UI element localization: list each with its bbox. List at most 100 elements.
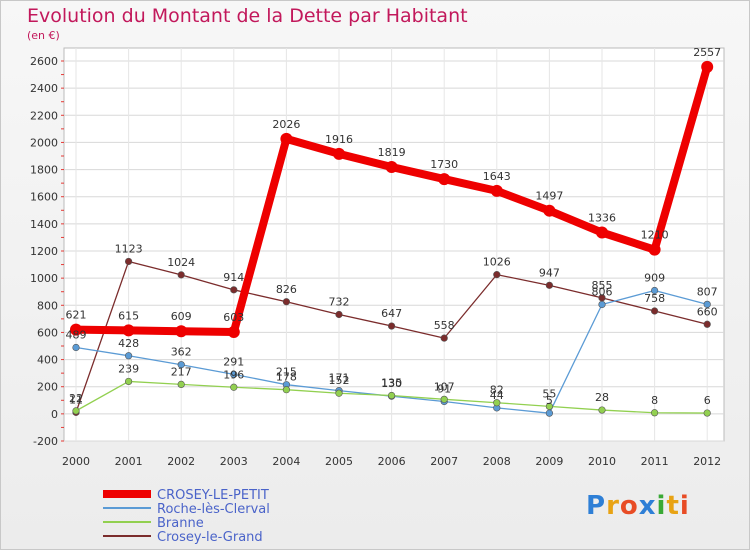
data-point bbox=[230, 370, 238, 378]
logo-letter: t bbox=[666, 491, 680, 521]
legend-label: Branne bbox=[157, 516, 204, 531]
y-tick-label: 0 bbox=[51, 408, 58, 421]
data-label: 82 bbox=[490, 384, 504, 397]
data-point bbox=[543, 204, 556, 217]
data-point bbox=[596, 226, 608, 239]
data-label: 732 bbox=[329, 296, 350, 309]
x-tick-label: 2004 bbox=[272, 455, 300, 468]
data-point bbox=[124, 377, 133, 386]
data-label: 8 bbox=[651, 394, 658, 407]
data-point bbox=[598, 406, 606, 414]
data-label: 11 bbox=[69, 393, 83, 406]
data-label: 107 bbox=[434, 380, 455, 393]
data-label: 489 bbox=[66, 328, 87, 341]
x-tick-label: 2005 bbox=[325, 455, 353, 468]
data-point bbox=[282, 386, 291, 394]
data-point bbox=[545, 281, 554, 289]
data-label: 807 bbox=[697, 285, 718, 298]
data-label: 914 bbox=[223, 271, 244, 284]
data-label: 217 bbox=[171, 365, 192, 378]
data-label: 196 bbox=[223, 368, 244, 381]
proxiti-logo: Proxiti bbox=[586, 491, 690, 521]
data-label: 28 bbox=[595, 391, 609, 404]
data-label: 171 bbox=[329, 372, 350, 385]
legend-label: Roche-lès-Clerval bbox=[157, 502, 270, 517]
data-point bbox=[650, 286, 659, 295]
y-tick-label: 1800 bbox=[30, 164, 58, 177]
data-label: 758 bbox=[644, 292, 665, 305]
data-label: 135 bbox=[381, 377, 402, 390]
data-point bbox=[440, 334, 448, 342]
data-label: 215 bbox=[276, 366, 297, 379]
x-tick-label: 2009 bbox=[535, 455, 563, 468]
y-tick-label: -200 bbox=[33, 435, 58, 448]
data-label: 855 bbox=[592, 279, 613, 292]
data-point bbox=[124, 257, 133, 266]
data-point bbox=[648, 243, 661, 256]
data-label: 130 bbox=[381, 377, 402, 390]
y-tick-label: 2600 bbox=[30, 55, 58, 68]
x-tick-label: 2000 bbox=[62, 455, 90, 468]
logo-letter: x bbox=[638, 491, 657, 521]
x-tick-label: 2002 bbox=[167, 455, 195, 468]
data-point bbox=[650, 307, 659, 315]
data-label: 1024 bbox=[167, 256, 195, 269]
data-label: 291 bbox=[223, 355, 244, 368]
data-point bbox=[122, 324, 135, 337]
data-point bbox=[177, 361, 185, 369]
data-label: 44 bbox=[490, 389, 504, 402]
data-label: 1819 bbox=[378, 146, 406, 159]
data-label: 178 bbox=[276, 371, 297, 384]
data-label: 647 bbox=[381, 307, 402, 320]
y-tick-label: 2000 bbox=[30, 136, 58, 149]
data-label: 947 bbox=[539, 266, 560, 279]
data-point bbox=[490, 184, 503, 197]
data-point bbox=[230, 383, 238, 391]
data-point bbox=[177, 380, 185, 389]
data-point bbox=[175, 325, 188, 338]
data-point bbox=[598, 300, 606, 309]
x-tick-label: 2012 bbox=[693, 455, 721, 468]
data-label: 826 bbox=[276, 283, 297, 296]
data-label: 1210 bbox=[641, 229, 669, 242]
chart-title: Evolution du Montant de la Dette par Hab… bbox=[27, 5, 468, 27]
y-tick-label: 200 bbox=[37, 381, 58, 394]
data-point bbox=[282, 298, 291, 306]
data-label: 615 bbox=[118, 309, 139, 322]
data-label: 152 bbox=[329, 374, 350, 387]
data-point bbox=[72, 407, 80, 415]
data-label: 660 bbox=[697, 305, 718, 318]
x-tick-label: 2010 bbox=[588, 455, 616, 468]
data-label: 609 bbox=[171, 310, 192, 323]
data-point bbox=[227, 326, 240, 339]
data-point bbox=[493, 271, 501, 279]
data-label: 621 bbox=[66, 309, 87, 322]
data-label: 362 bbox=[171, 346, 192, 359]
data-point bbox=[385, 160, 398, 173]
data-label: 1497 bbox=[535, 190, 563, 203]
data-point bbox=[388, 391, 396, 400]
x-tick-label: 2007 bbox=[430, 455, 458, 468]
data-point bbox=[493, 399, 501, 407]
data-label: 6 bbox=[704, 394, 711, 407]
y-tick-label: 400 bbox=[37, 354, 58, 367]
logo-letter: r bbox=[606, 491, 620, 521]
data-label: 909 bbox=[644, 271, 665, 284]
data-label: 91 bbox=[437, 383, 451, 396]
x-tick-label: 2008 bbox=[483, 455, 511, 468]
data-label: 1730 bbox=[430, 158, 458, 171]
data-label: 5 bbox=[546, 394, 553, 407]
data-point bbox=[70, 323, 82, 336]
data-point bbox=[72, 343, 80, 352]
data-point bbox=[650, 409, 659, 417]
data-point bbox=[703, 320, 711, 328]
data-label: 1643 bbox=[483, 170, 511, 183]
data-label: 1123 bbox=[115, 242, 143, 255]
data-label: 603 bbox=[223, 311, 244, 324]
data-label: 22 bbox=[69, 392, 83, 405]
data-point bbox=[280, 132, 293, 145]
data-point bbox=[124, 352, 133, 360]
y-tick-label: 1000 bbox=[30, 272, 58, 285]
